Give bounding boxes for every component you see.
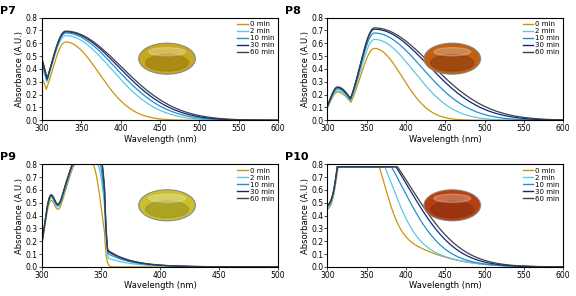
Text: P8: P8 (285, 6, 301, 16)
Legend: 0 min, 2 min, 10 min, 30 min, 60 min: 0 min, 2 min, 10 min, 30 min, 60 min (522, 168, 560, 202)
X-axis label: Wavelength (nm): Wavelength (nm) (124, 135, 196, 144)
Text: P7: P7 (0, 6, 16, 16)
Legend: 0 min, 2 min, 10 min, 30 min, 60 min: 0 min, 2 min, 10 min, 30 min, 60 min (522, 21, 560, 55)
Y-axis label: Absorbance (A.U.): Absorbance (A.U.) (301, 178, 310, 254)
Text: P10: P10 (285, 152, 308, 162)
X-axis label: Wavelength (nm): Wavelength (nm) (409, 135, 482, 144)
Text: P9: P9 (0, 152, 16, 162)
X-axis label: Wavelength (nm): Wavelength (nm) (124, 281, 196, 290)
Legend: 0 min, 2 min, 10 min, 30 min, 60 min: 0 min, 2 min, 10 min, 30 min, 60 min (237, 21, 274, 55)
Y-axis label: Absorbance (A.U.): Absorbance (A.U.) (16, 178, 24, 254)
Legend: 0 min, 2 min, 10 min, 30 min, 60 min: 0 min, 2 min, 10 min, 30 min, 60 min (237, 168, 274, 202)
X-axis label: Wavelength (nm): Wavelength (nm) (409, 281, 482, 290)
Y-axis label: Absorbance (A.U.): Absorbance (A.U.) (301, 31, 310, 107)
Y-axis label: Absorbance (A.U.): Absorbance (A.U.) (16, 31, 24, 107)
